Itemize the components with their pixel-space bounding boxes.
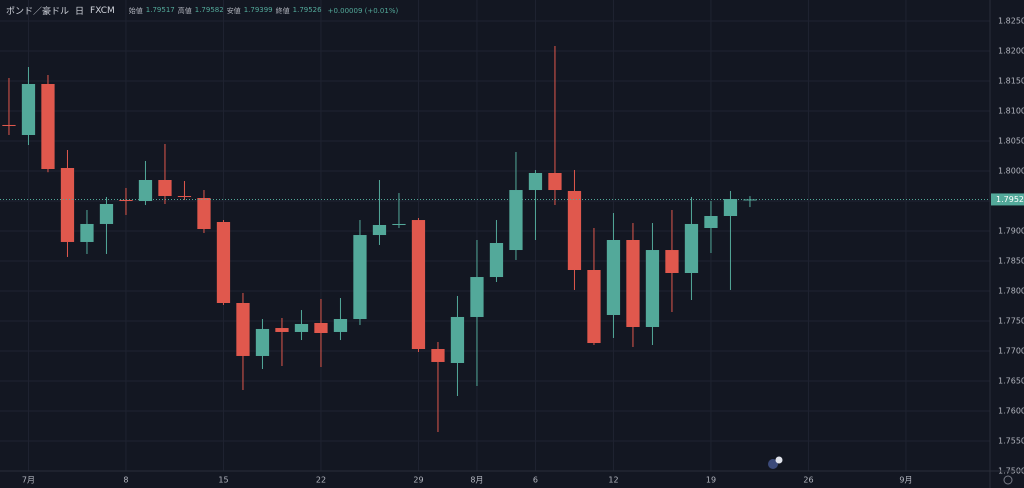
candle-body (723, 199, 738, 216)
y-tick-label: 1.77000 (998, 347, 1024, 356)
candle-body (80, 223, 94, 242)
header: ポンド／豪ドル 日 FXCM 始値 1.79517 高値 1.79582 安値 1.793… (6, 4, 399, 18)
interval[interactable]: 日 (75, 7, 85, 17)
candle-body (684, 223, 699, 273)
candle-body (470, 277, 484, 317)
settings-icon (1003, 475, 1013, 485)
y-tick-label: 1.81500 (998, 77, 1024, 86)
candle-body (119, 199, 133, 201)
candle-body (665, 250, 679, 273)
y-tick-label: 1.79000 (998, 227, 1024, 236)
ohlc-value: 1.79582 (194, 5, 224, 14)
last-price-box (991, 193, 1024, 206)
candle-body (275, 328, 289, 332)
source[interactable]: FXCM (90, 5, 115, 16)
ohlc-label: 終値 (275, 6, 290, 15)
x-tick-label: 29 (413, 476, 423, 485)
candle-body (743, 199, 757, 201)
candle-body (216, 222, 231, 303)
x-tick-label: 7月 (22, 476, 35, 485)
candle-body (138, 180, 153, 201)
x-tick-label: 22 (316, 476, 326, 485)
candle-body (333, 319, 348, 332)
candle-body (2, 124, 16, 126)
candle-body (353, 235, 367, 320)
y-tick-label: 1.77500 (998, 317, 1024, 326)
candle-body (236, 303, 250, 356)
y-tick-label: 1.80000 (998, 167, 1024, 176)
candle-body (158, 180, 172, 197)
y-tick-label: 1.82000 (998, 47, 1024, 56)
candle-body (587, 270, 601, 344)
x-tick-label: 26 (803, 476, 813, 485)
candle-body (645, 250, 660, 327)
ohlc: 始値 1.79517 高値 1.79582 安値 1.79399 終値 1.79526 (129, 6, 322, 16)
candle-body (431, 349, 445, 362)
ohlc-label: 安値 (226, 6, 241, 15)
candle-body (392, 223, 406, 225)
x-tick-label: 12 (608, 476, 618, 485)
candle-body (314, 322, 328, 333)
x-tick-label: 8月 (470, 476, 483, 485)
ohlc-value: 1.79399 (243, 5, 273, 14)
event-badge (775, 456, 783, 464)
candle-body (41, 84, 55, 170)
candle-body (450, 316, 465, 363)
candle-body (411, 220, 426, 350)
y-tick-label: 1.81000 (998, 107, 1024, 116)
candle-body (606, 240, 621, 315)
candle-body (255, 328, 270, 356)
ohlc-label: 高値 (177, 6, 192, 15)
candle-body (528, 172, 543, 191)
y-tick-label: 1.76500 (998, 377, 1024, 386)
event-icon (768, 459, 778, 469)
y-tick-label: 1.78500 (998, 257, 1024, 266)
change: +0.00009 (+0.01%) (327, 6, 399, 15)
x-tick-label: 9月 (899, 476, 912, 485)
y-tick-label: 1.75500 (998, 437, 1024, 446)
candle-body (626, 240, 640, 327)
ohlc-label: 始値 (128, 6, 143, 15)
candle-body (21, 84, 36, 135)
y-tick-label: 1.76000 (998, 407, 1024, 416)
y-tick-label: 1.80500 (998, 137, 1024, 146)
ohlc-value: 1.79526 (292, 5, 322, 14)
candle-body (177, 196, 192, 198)
ohlc-value: 1.79517 (145, 5, 175, 14)
candle-body (509, 190, 523, 251)
candle-body (704, 216, 718, 228)
symbol[interactable]: ポンド／豪ドル (6, 7, 70, 17)
x-tick-label: 6 (533, 476, 538, 485)
x-tick-label: 15 (218, 476, 228, 485)
candle-body (567, 190, 582, 270)
candle-body (294, 324, 309, 332)
y-tick-label: 1.82500 (998, 17, 1024, 26)
last-price-label: 1.79526 (996, 195, 1024, 204)
x-tick-label: 8 (123, 476, 128, 485)
candle-body (197, 198, 211, 230)
candle-body (372, 225, 387, 236)
candle-body (548, 172, 562, 191)
candle-body (99, 204, 114, 224)
y-tick-label: 1.78000 (998, 287, 1024, 296)
candle-body (60, 168, 75, 242)
candle-body (489, 243, 504, 278)
x-tick-label: 19 (706, 476, 716, 485)
